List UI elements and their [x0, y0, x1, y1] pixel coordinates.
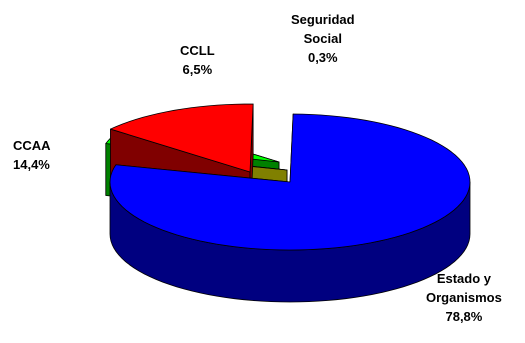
ccaa-slice-top — [110, 103, 254, 173]
label-estado-line-1: Estado y — [436, 271, 492, 286]
label-ccaa: CCAA 14,4% — [13, 136, 51, 174]
label-estado-line-2: Organismos — [426, 290, 502, 305]
label-ccll-line-1: CCLL — [180, 43, 215, 58]
label-ccaa-line-1: CCAA — [13, 138, 51, 153]
estado-y-slice-top — [109, 113, 471, 251]
label-estado-organismos: Estado y Organismos 78,8% — [426, 269, 502, 326]
label-ccll-value: 6,5% — [182, 62, 213, 77]
label-seguridad-social: Seguridad Social 0,3% — [291, 10, 355, 67]
label-seguridad-social-line-2: Social — [303, 31, 342, 46]
label-seguridad-social-value: 0,3% — [307, 50, 338, 65]
label-seguridad-social-line-1: Seguridad — [291, 12, 355, 27]
label-ccaa-value: 14,4% — [13, 157, 50, 172]
label-ccll: CCLL 6,5% — [180, 41, 215, 79]
label-estado-value: 78,8% — [445, 309, 483, 324]
